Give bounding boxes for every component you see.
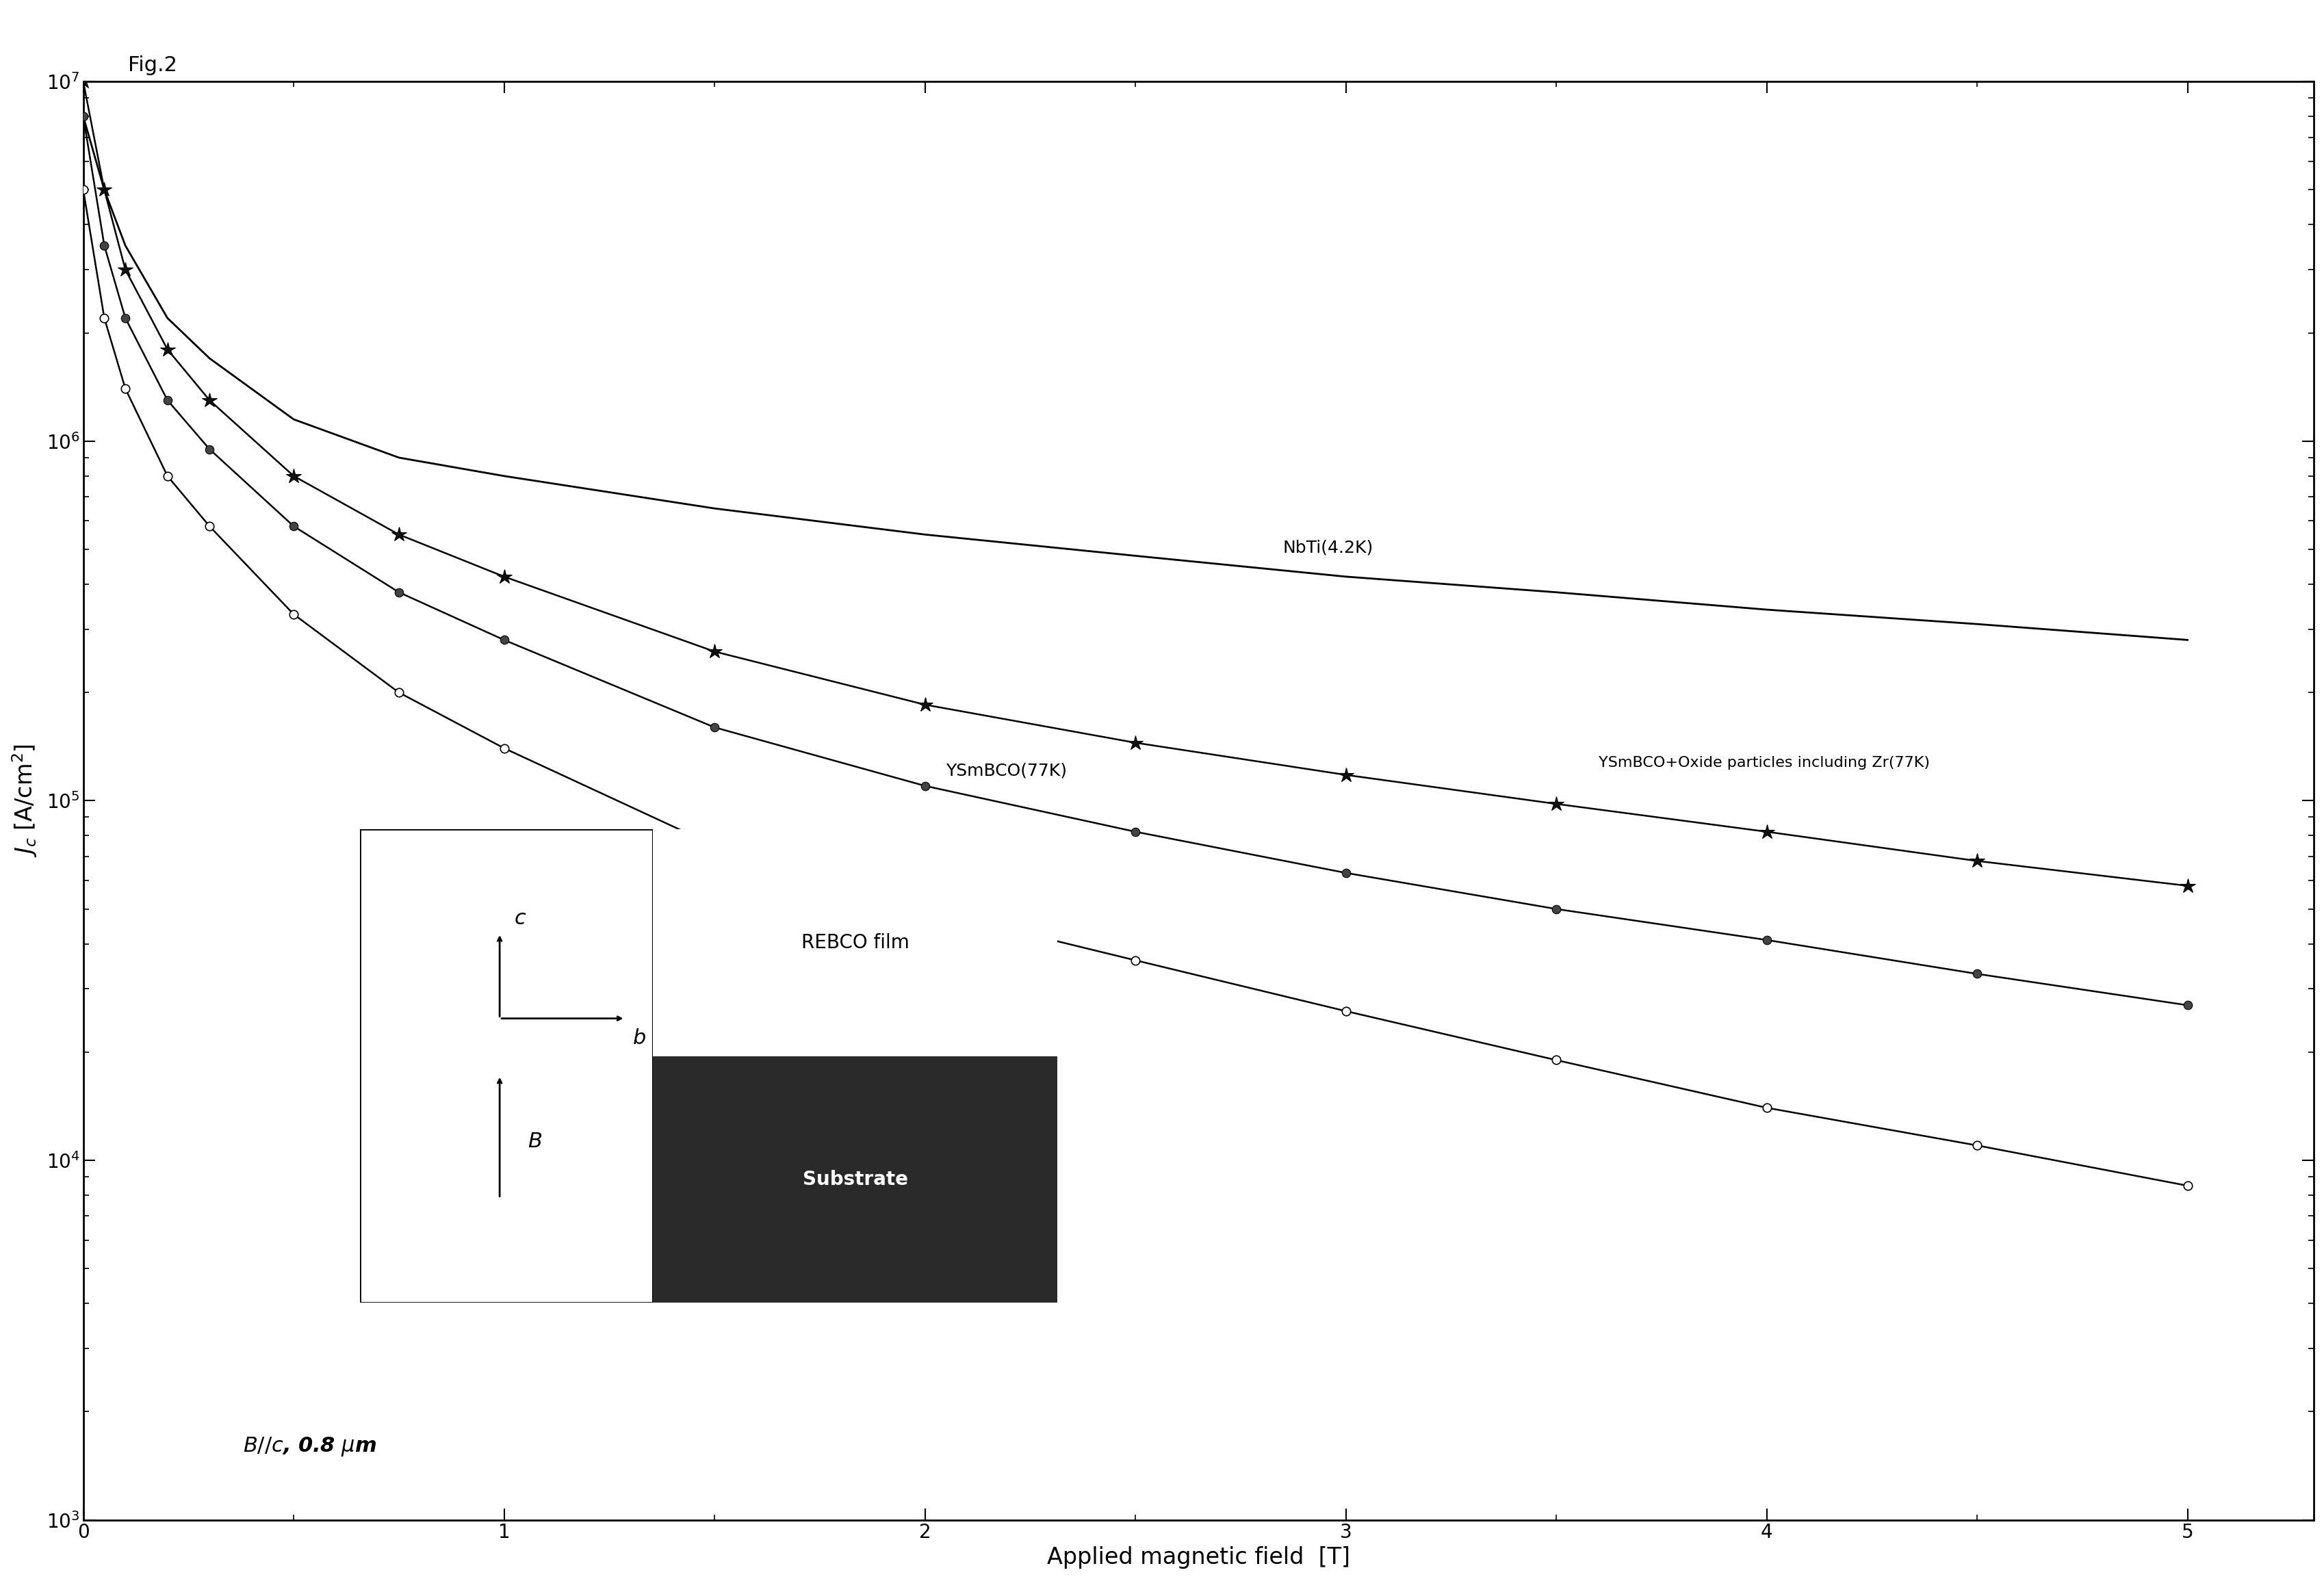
Text: YSmBCO(77K): YSmBCO(77K) <box>946 763 1067 778</box>
Text: YSmBCO+Oxide particles including Zr(77K): YSmBCO+Oxide particles including Zr(77K) <box>1599 756 1929 769</box>
Text: YBCO(77K): YBCO(77K) <box>946 859 1039 875</box>
Text: Fig.2: Fig.2 <box>128 55 177 76</box>
Text: Substrate: Substrate <box>802 1170 909 1189</box>
Text: $B$: $B$ <box>528 1132 541 1151</box>
Bar <box>653 1056 1057 1303</box>
X-axis label: Applied magnetic field  [T]: Applied magnetic field [T] <box>1046 1546 1350 1570</box>
Text: $b$: $b$ <box>632 1028 646 1048</box>
Y-axis label: $J_{c}$ [A/cm$^{2}$]: $J_{c}$ [A/cm$^{2}$] <box>9 744 40 857</box>
Text: $c$: $c$ <box>514 908 525 928</box>
Text: REBCO film: REBCO film <box>802 933 909 952</box>
Bar <box>653 829 1057 1056</box>
Text: NbTi(4.2K): NbTi(4.2K) <box>1283 540 1373 556</box>
Text: $B//c$, 0.8 $\mu$m: $B//c$, 0.8 $\mu$m <box>244 1435 376 1457</box>
